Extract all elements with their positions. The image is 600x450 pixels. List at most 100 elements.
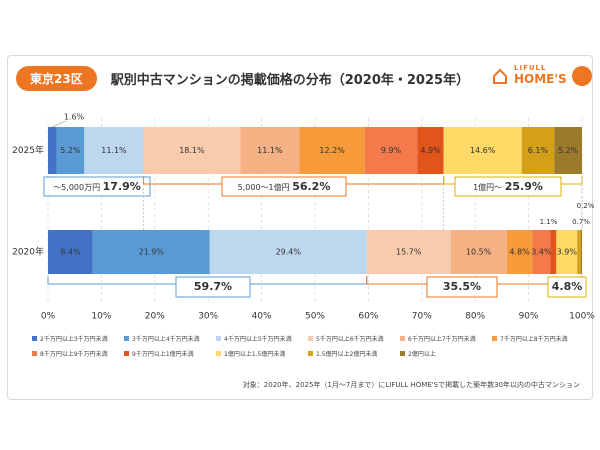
bar-segment	[554, 127, 582, 174]
legend-label: 1.5億円以上2億円未満	[316, 351, 378, 358]
legend-swatch	[32, 351, 37, 356]
data-label: 18.1%	[179, 146, 205, 155]
bar-segment	[521, 127, 555, 174]
data-label: 3.9%	[557, 248, 578, 257]
bar-segment	[143, 127, 241, 174]
x-tick-label: 10%	[91, 312, 111, 322]
data-label: 8.4%	[60, 248, 81, 257]
bar-segment	[84, 127, 144, 174]
bar-segment	[48, 230, 93, 274]
category-label: 2025年	[12, 144, 44, 156]
legend-swatch	[308, 336, 313, 341]
chart-legend: 2千万円以上3千万円未満 3千万円以上4千万円未満 4千万円以上5千万円未満 5千万円…	[32, 334, 592, 358]
x-tick-label: 0%	[41, 312, 56, 322]
legend-label: 6千万円以上7千万円未満	[408, 336, 476, 343]
data-label: 5.2%	[60, 146, 81, 155]
legend-item: 8千万円以上9千万円未満	[32, 349, 124, 358]
x-tick-label: 40%	[252, 312, 272, 322]
legend-label: 8千万円以上9千万円未満	[40, 351, 108, 358]
x-tick-label: 100%	[569, 312, 595, 322]
bar-segment	[443, 127, 522, 174]
group-annotation-box	[426, 276, 498, 298]
data-label: 4.8%	[509, 248, 530, 257]
bar-segment	[209, 230, 367, 274]
x-tick-label: 30%	[198, 312, 218, 322]
legend-swatch	[216, 351, 221, 356]
bar-segment	[417, 127, 444, 174]
bar-segment	[56, 127, 85, 174]
header: 東京23区 駅別中古マンションの掲載価格の分布（2020年・2025年）	[16, 65, 470, 91]
group-annotation-value: 4.8%	[552, 280, 583, 293]
bar-segment	[550, 230, 557, 274]
group-annotation-range: 5,000〜1億円	[238, 182, 293, 192]
legend-item: 2千万円以上3千万円未満	[32, 334, 124, 343]
chart-title: 駅別中古マンションの掲載価格の分布（2020年・2025年）	[110, 72, 470, 88]
data-label: 12.2%	[319, 146, 345, 155]
data-label: 11.1%	[101, 146, 127, 155]
legend-item: 4千万円以上5千万円未満	[216, 334, 308, 343]
bar-segment	[299, 127, 365, 174]
data-label: 15.7%	[396, 248, 422, 257]
bar-segment	[556, 230, 578, 274]
category-label: 2020年	[12, 246, 44, 258]
legend-swatch	[216, 336, 221, 341]
data-label: 6.1%	[528, 146, 549, 155]
group-annotation-value: 17.9%	[103, 180, 141, 193]
x-tick-label: 20%	[145, 312, 165, 322]
group-annotation-box	[221, 176, 347, 197]
bar-segment	[48, 127, 57, 174]
lifull-homes-logo: LIFULL HOME'S	[492, 64, 592, 92]
legend-label: 9千万円以上1億円未満	[132, 351, 194, 358]
bar-segment	[532, 230, 551, 274]
data-label: 9.9%	[381, 146, 402, 155]
x-tick-label: 80%	[465, 312, 485, 322]
group-annotation-box	[454, 176, 562, 197]
legend-label: 7千万円以上8千万円未満	[500, 336, 568, 343]
x-tick-label: 70%	[412, 312, 432, 322]
group-annotation-label: 〜5,000万円 17.9%	[53, 180, 141, 193]
legend-item: 2億円以上	[400, 349, 492, 358]
legend-item: 3千万円以上4千万円未満	[124, 334, 216, 343]
bar-segment	[366, 230, 451, 274]
x-tick-label: 60%	[358, 312, 378, 322]
group-annotation-value: 25.9%	[505, 180, 543, 193]
bar-segment	[580, 230, 582, 274]
data-label: 1.6%	[64, 113, 85, 122]
bar-segment	[450, 230, 507, 274]
x-tick-label: 50%	[305, 312, 325, 322]
legend-item: 1億円以上1.5億円未満	[216, 349, 308, 358]
house-icon	[493, 68, 507, 84]
legend-swatch	[400, 351, 405, 356]
chart-card	[7, 55, 593, 400]
region-badge: 東京23区	[16, 65, 97, 91]
data-label: 0.7%	[572, 218, 590, 226]
group-annotation-value: 35.5%	[443, 280, 481, 293]
x-tick-label: 90%	[519, 312, 539, 322]
data-label: 11.1%	[257, 146, 283, 155]
data-label: 14.6%	[470, 146, 496, 155]
group-annotation-value: 59.7%	[194, 280, 232, 293]
legend-swatch	[308, 351, 313, 356]
data-label: 0.2%	[577, 202, 595, 210]
legend-swatch	[400, 336, 405, 341]
legend-swatch	[32, 336, 37, 341]
group-annotation-value: 56.2%	[292, 180, 330, 193]
bar-segment	[577, 230, 581, 274]
legend-item: 7千万円以上8千万円未満	[492, 334, 584, 343]
group-annotation-box	[175, 276, 251, 298]
logo-small-text: LIFULL	[514, 64, 547, 72]
legend-item: 5千万円以上6千万円未満	[308, 334, 400, 343]
group-annotation-range: 〜5,000万円	[53, 183, 102, 192]
data-label: 3.4%	[531, 248, 552, 257]
footnote: 対象：2020年、2025年（1月〜7月まで）にLIFULL HOME'Sで掲載…	[242, 381, 580, 389]
legend-label: 5千万円以上6千万円未満	[316, 336, 384, 343]
data-label-leader	[52, 120, 67, 128]
logo-big-text: HOME'S	[514, 72, 567, 86]
data-label: 4.9%	[420, 146, 441, 155]
data-label: 29.4%	[276, 248, 302, 257]
group-annotation-box	[43, 176, 151, 197]
legend-label: 4千万円以上5千万円未満	[224, 336, 292, 343]
legend-label: 2千万円以上3千万円未満	[40, 336, 108, 343]
bar-segment	[506, 230, 533, 274]
group-annotation-box	[547, 276, 587, 298]
